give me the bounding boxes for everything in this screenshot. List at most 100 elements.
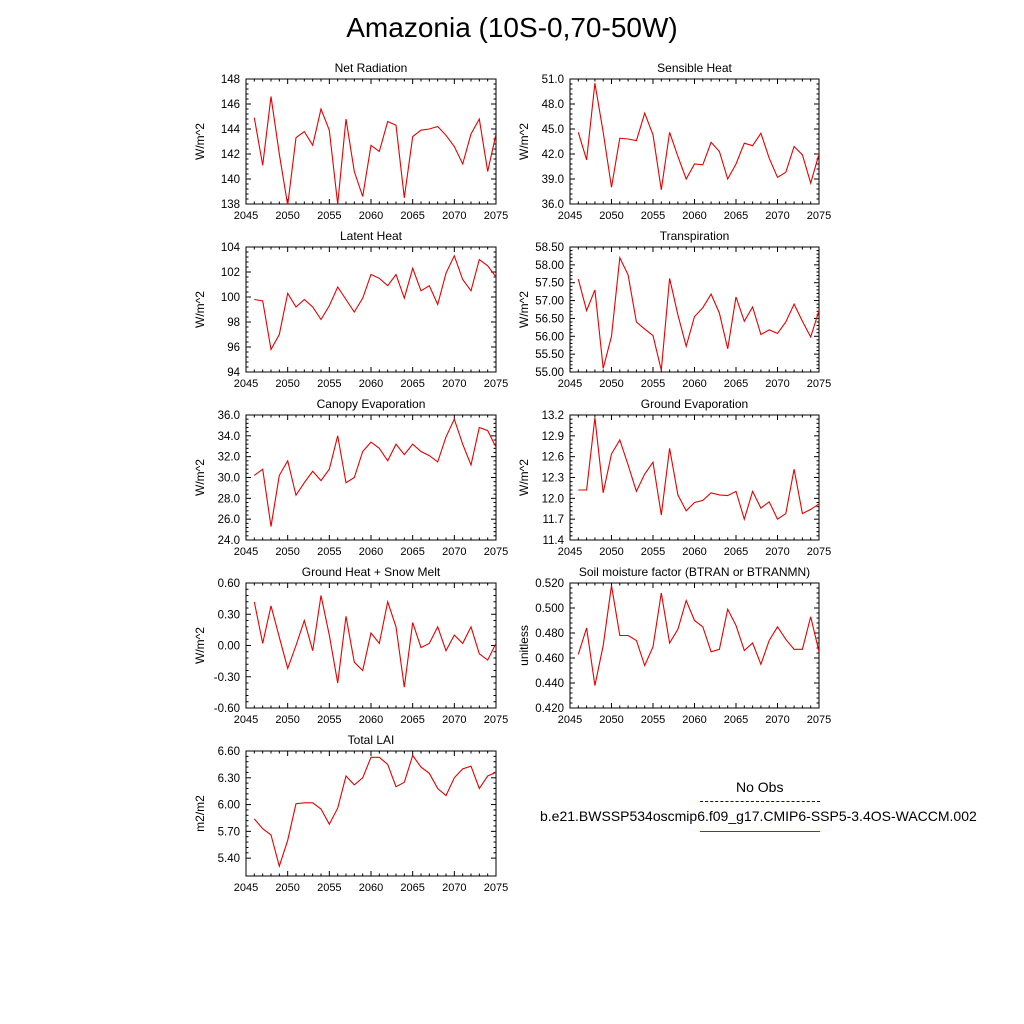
y-tick-label: 32.0 [218, 452, 240, 464]
plot-frame [569, 582, 820, 709]
y-tick-label: 48.0 [542, 99, 564, 111]
x-tick-label: 2075 [484, 882, 508, 894]
x-tick-label: 2070 [442, 882, 466, 894]
x-tick-label: 2060 [682, 210, 706, 222]
x-tick-label: 2065 [724, 546, 748, 558]
x-tick-label: 2070 [765, 714, 789, 726]
x-tick-label: 2055 [641, 378, 665, 390]
y-tick-label: 36.0 [218, 410, 240, 422]
panel-title: Net Radiation [335, 61, 408, 75]
y-tick-label: 142 [221, 149, 240, 161]
y-axis-label: m2/m2 [193, 795, 207, 832]
x-tick-label: 2075 [807, 546, 831, 558]
chart-panel-9: 2045 2050 2055 2060 2065 2070 2075 5.40 5.70 6.00… [193, 733, 508, 894]
series-line [577, 83, 819, 190]
y-tick-label: 42.0 [542, 149, 564, 161]
x-tick-label: 2070 [442, 546, 466, 558]
plot-frame [245, 582, 497, 709]
y-tick-label: 12.3 [542, 473, 564, 485]
x-tick-label: 2050 [599, 546, 623, 558]
y-tick-label: 0.60 [218, 578, 240, 590]
y-tick-label: 51.0 [542, 74, 564, 86]
y-axis-label: W/m^2 [193, 627, 207, 664]
plot-frame [245, 246, 497, 373]
y-tick-label: 5.70 [218, 826, 240, 838]
y-tick-label: 0.00 [218, 641, 240, 653]
x-tick-label: 2060 [359, 546, 383, 558]
series-line [577, 255, 819, 371]
plot-frame [245, 78, 497, 205]
y-tick-label: 6.60 [218, 746, 240, 758]
y-tick-label: 56.50 [535, 313, 564, 325]
y-tick-label: 12.0 [542, 493, 564, 505]
x-tick-label: 2055 [641, 210, 665, 222]
y-axis-label: W/m^2 [517, 291, 531, 328]
y-tick-label: 26.0 [218, 514, 240, 526]
x-tick-label: 2060 [359, 714, 383, 726]
x-tick-label: 2065 [400, 882, 424, 894]
y-axis-label: W/m^2 [193, 123, 207, 160]
x-tick-label: 2065 [724, 378, 748, 390]
x-tick-label: 2070 [765, 546, 789, 558]
x-tick-label: 2060 [359, 882, 383, 894]
chart-panel-6: 2045 2050 2055 2060 2065 2070 2075 11.4 11.7 12.0… [517, 397, 831, 558]
y-tick-label: 57.00 [535, 296, 564, 308]
y-tick-label: 144 [221, 124, 241, 136]
y-tick-label: 12.9 [542, 431, 564, 443]
y-tick-label: 45.0 [542, 124, 564, 136]
y-axis-label: W/m^2 [517, 123, 531, 160]
x-tick-label: 2075 [484, 378, 508, 390]
x-tick-label: 2055 [317, 882, 341, 894]
y-tick-label: 0.420 [535, 703, 564, 715]
series-line [253, 417, 496, 527]
x-tick-label: 2045 [234, 714, 258, 726]
y-tick-label: 148 [221, 74, 240, 86]
panel-title: Transpiration [660, 229, 730, 243]
x-tick-label: 2065 [400, 714, 424, 726]
series-line [253, 754, 496, 869]
x-tick-label: 2055 [641, 714, 665, 726]
y-tick-label: 55.50 [535, 349, 564, 361]
y-tick-label: 104 [221, 242, 241, 254]
x-tick-label: 2070 [442, 714, 466, 726]
y-tick-label: 0.440 [535, 678, 564, 690]
series-line [578, 417, 819, 522]
y-tick-label: 13.2 [542, 410, 564, 422]
y-tick-label: 6.30 [218, 773, 240, 785]
y-axis-label: W/m^2 [193, 459, 207, 496]
x-tick-label: 2050 [599, 210, 623, 222]
y-tick-label: -0.30 [214, 672, 240, 684]
y-tick-label: 146 [221, 99, 240, 111]
legend-obs-label: No Obs [736, 779, 784, 795]
x-tick-label: 2055 [317, 378, 341, 390]
x-tick-label: 2065 [724, 714, 748, 726]
y-tick-label: 0.460 [535, 653, 564, 665]
panel-title: Canopy Evaporation [317, 397, 426, 411]
chart-panel-8: 2045 2050 2055 2060 2065 2070 2075 0.420 0.440 0.… [517, 565, 831, 726]
y-tick-label: 56.00 [535, 331, 564, 343]
y-tick-label: 30.0 [218, 473, 240, 485]
y-tick-label: 0.480 [535, 628, 564, 640]
x-tick-label: 2045 [234, 378, 258, 390]
x-tick-label: 2060 [682, 546, 706, 558]
x-tick-label: 2050 [275, 210, 299, 222]
x-tick-label: 2060 [359, 378, 383, 390]
x-tick-label: 2060 [682, 714, 706, 726]
x-tick-label: 2055 [317, 714, 341, 726]
x-tick-label: 2070 [765, 210, 789, 222]
y-tick-label: 58.50 [535, 242, 564, 254]
y-tick-label: 138 [221, 199, 240, 211]
x-tick-label: 2050 [275, 546, 299, 558]
y-axis-label: W/m^2 [193, 291, 207, 328]
legend-model-line [700, 831, 820, 832]
x-tick-label: 2075 [807, 210, 831, 222]
x-tick-label: 2050 [599, 378, 623, 390]
y-axis-label: W/m^2 [517, 459, 531, 496]
chart-panel-1: 2045 2050 2055 2060 2065 2070 2075 138 140 142 144… [193, 61, 508, 222]
y-tick-label: 11.7 [542, 514, 564, 526]
plot-frame [245, 414, 497, 541]
y-tick-label: 34.0 [218, 431, 240, 443]
x-tick-label: 2075 [484, 714, 508, 726]
panel-title: Latent Heat [340, 229, 403, 243]
plot-frame [245, 750, 497, 877]
